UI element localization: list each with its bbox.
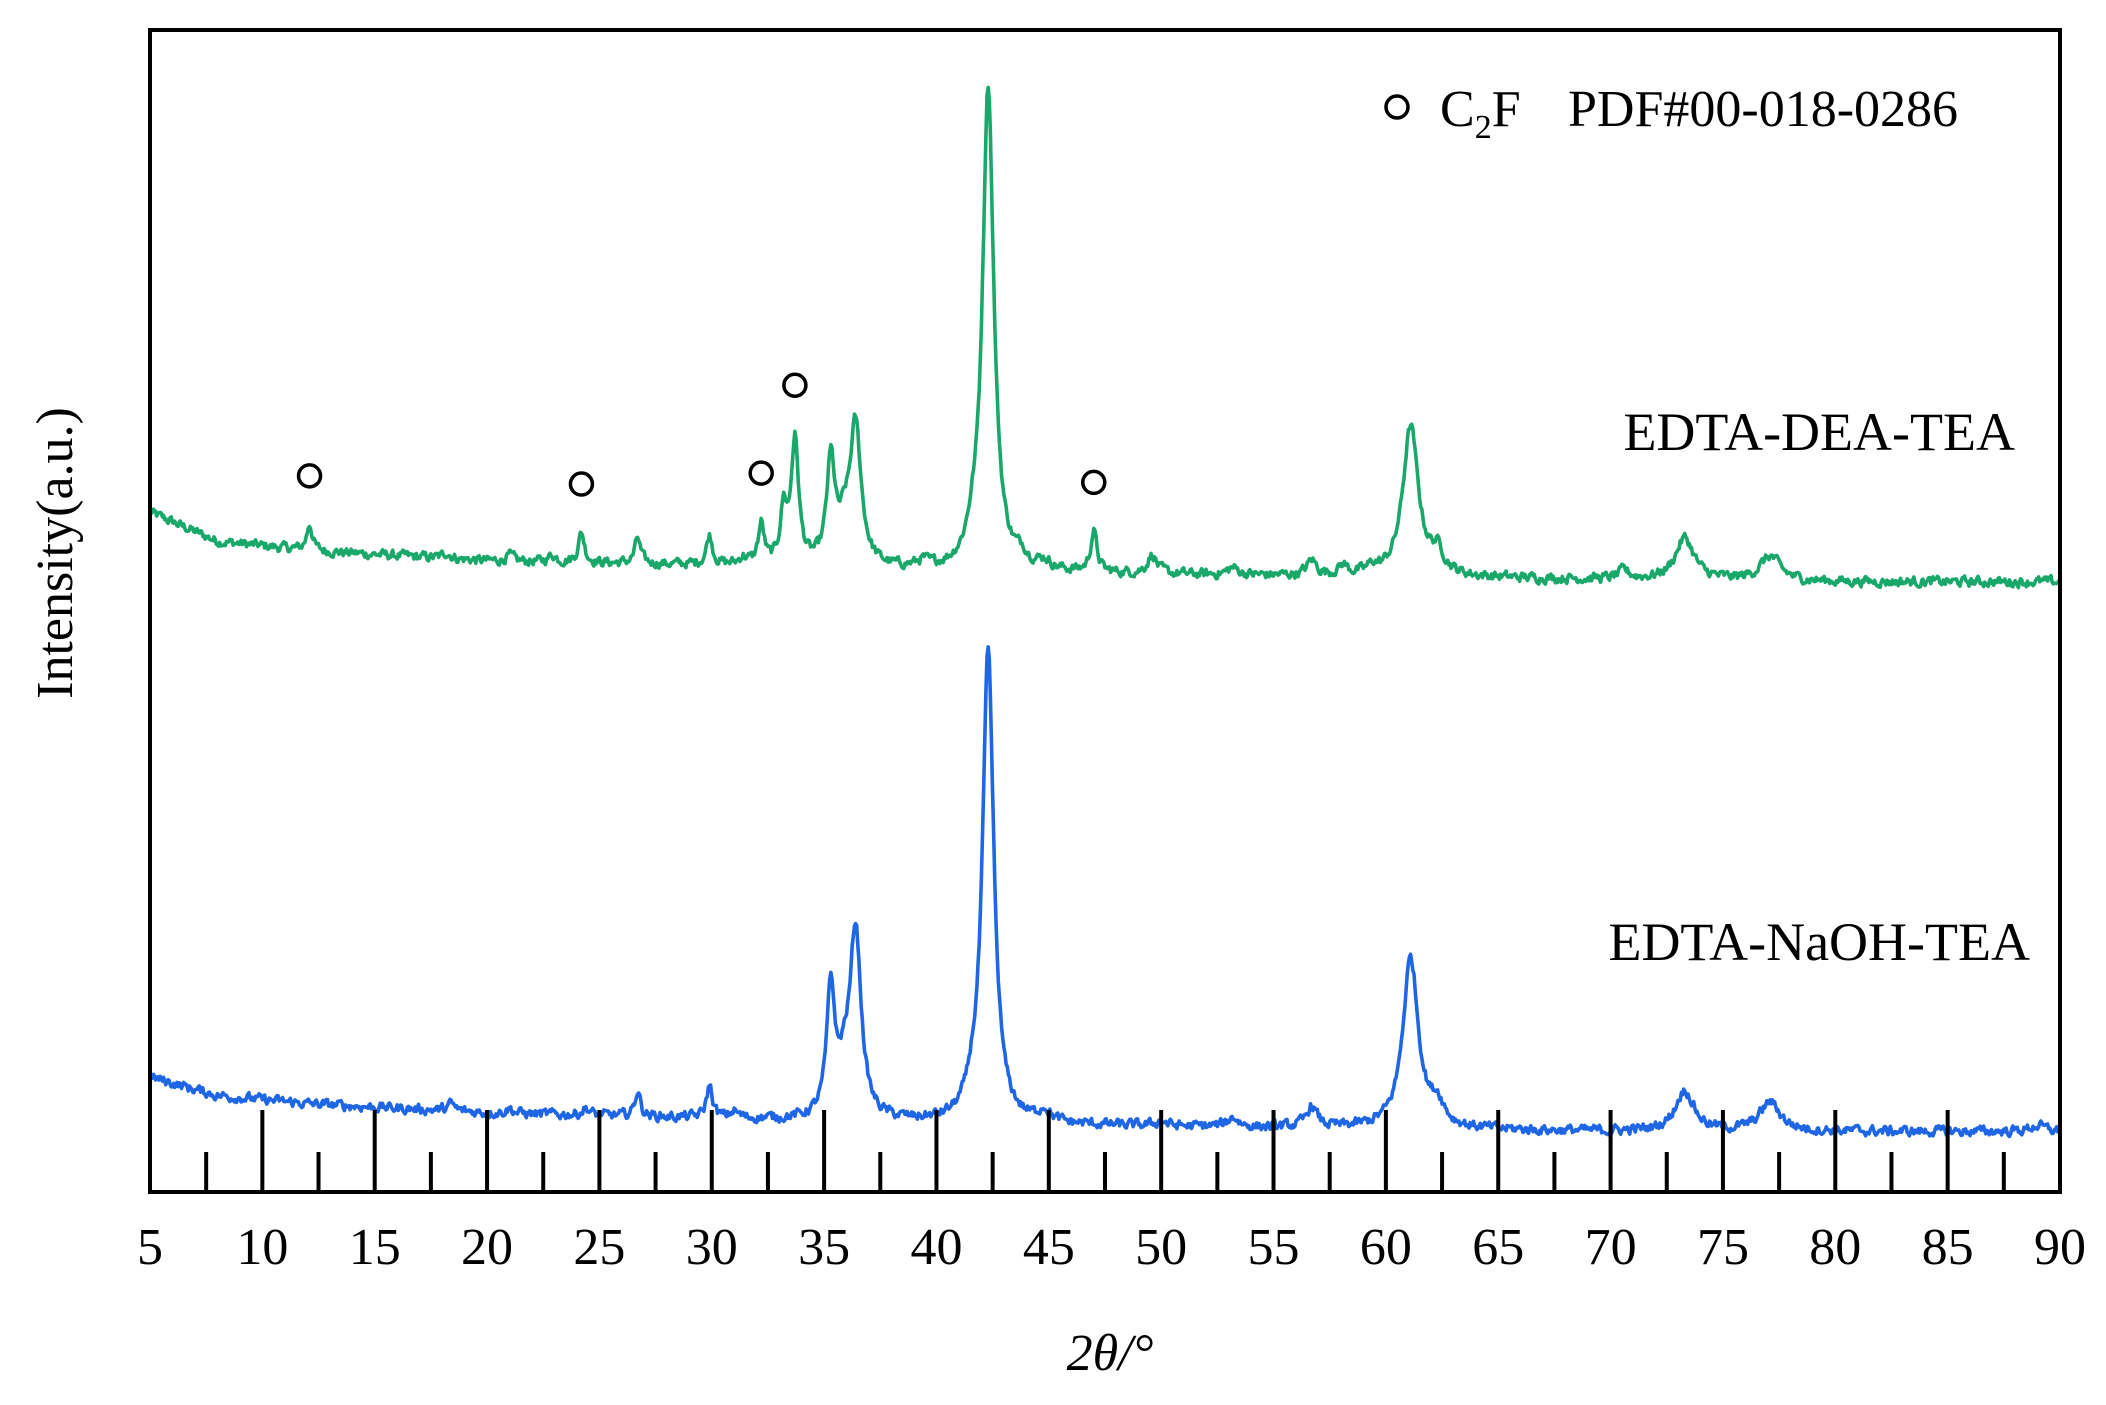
legend-phase-label: C2F xyxy=(1440,81,1521,146)
x-tick-label: 15 xyxy=(349,1219,401,1276)
series-label-edta-dea-tea: EDTA-DEA-TEA xyxy=(1623,402,2015,462)
x-tick-label: 85 xyxy=(1922,1219,1974,1276)
x-tick-label: 25 xyxy=(573,1219,625,1276)
x-tick-label: 40 xyxy=(910,1219,962,1276)
series-line-edta-dea-tea xyxy=(148,85,2062,590)
x-tick-label: 10 xyxy=(236,1219,288,1276)
legend-open-circle-icon xyxy=(1384,94,1410,120)
series-line-edta-naoh-tea xyxy=(148,645,2062,1139)
x-tick-label: 50 xyxy=(1135,1219,1187,1276)
x-tick-label: 60 xyxy=(1360,1219,1412,1276)
series-label-edta-naoh-tea: EDTA-NaOH-TEA xyxy=(1608,912,2030,972)
c2f-peak-marker xyxy=(782,372,808,399)
plot-frame xyxy=(148,28,2062,1194)
x-axis-ticks xyxy=(204,1110,2006,1192)
x-tick-label: 90 xyxy=(2034,1219,2086,1276)
x-tick-label: 80 xyxy=(1809,1219,1861,1276)
x-tick-label: 70 xyxy=(1585,1219,1637,1276)
y-axis-title: Intensity(a.u.) xyxy=(27,407,84,699)
x-axis-title: 2θ/° xyxy=(1067,1325,1154,1382)
x-tick-label: 65 xyxy=(1472,1219,1524,1276)
x-tick-label: 30 xyxy=(686,1219,738,1276)
x-tick-label: 45 xyxy=(1023,1219,1075,1276)
c2f-peak-marker xyxy=(748,460,774,486)
x-tick-label: 55 xyxy=(1248,1219,1300,1276)
c2f-peak-marker xyxy=(1081,469,1107,496)
legend: C2F PDF#00-018-0286 xyxy=(1384,81,1958,146)
legend-reference-label: PDF#00-018-0286 xyxy=(1568,81,1958,138)
plot-area xyxy=(148,85,2062,1139)
x-axis-tick-labels: 5 10 15 20 25 30 35 40 45 50 55 60 65 70 75 80 85 90 xyxy=(137,1219,2086,1276)
x-tick-label: 35 xyxy=(798,1219,850,1276)
x-tick-label: 5 xyxy=(137,1219,163,1276)
x-tick-label: 75 xyxy=(1697,1219,1749,1276)
c2f-peak-marker xyxy=(296,463,323,489)
c2f-peak-marker xyxy=(568,471,595,497)
x-tick-label: 20 xyxy=(461,1219,513,1276)
